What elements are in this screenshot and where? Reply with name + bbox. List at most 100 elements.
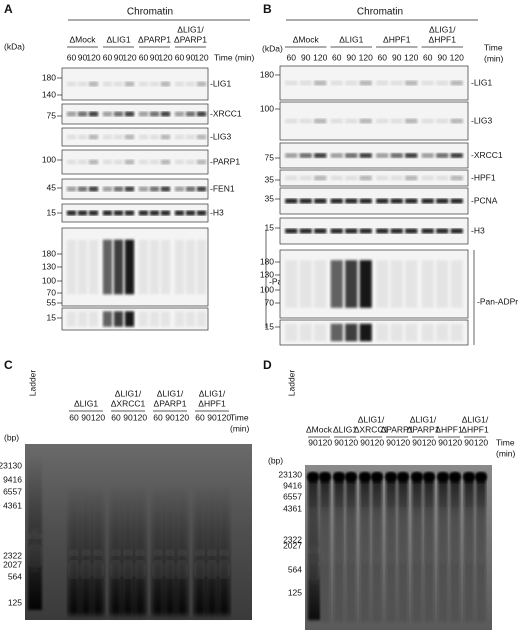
panel-letter: D [263,358,272,372]
blot-label: -H3 [471,225,485,235]
lane-time: 120 [450,52,464,62]
marker-label: 15 [47,207,57,217]
group-label: ΔPARP1 [407,424,440,434]
group-label: ΔLIG1/ [410,414,437,424]
lane-time: 60 [195,412,205,422]
band [113,239,124,295]
lane-top [371,472,383,482]
lane-time: 60 [423,52,433,62]
band [359,153,372,158]
band [149,311,160,327]
group-label: ΔMock [70,34,97,44]
lane-top [423,472,435,482]
band [77,210,88,216]
lane-time: 90 [301,52,311,62]
band [390,323,403,342]
marker-label: 100 [42,275,56,285]
band [436,323,449,342]
marker-label: 15 [265,321,275,331]
band [160,81,171,87]
band [299,323,312,342]
band [314,80,327,86]
group-label: ΔLIG1 [74,398,98,408]
band [314,175,327,181]
band [196,81,207,87]
lane-smear [194,484,206,615]
band [285,228,298,234]
marker-label: 75 [265,152,275,162]
lane-time: 60 [332,52,342,62]
group-label: ΔMock [293,34,320,44]
band [102,311,113,327]
band [330,260,343,308]
group-label: ΔXRCC1 [354,424,389,434]
band [285,260,298,308]
lane-time: 120 [474,437,488,447]
lane-smear [320,473,330,622]
band [124,311,135,327]
band [113,311,124,327]
blot-label: -LIG1 [471,77,493,87]
lane-time: 120 [370,437,384,447]
unit-label: (bp) [268,455,283,465]
band [436,260,449,308]
panel-letter: B [263,2,272,16]
group-label: ΔLIG1 [339,34,363,44]
band [174,159,185,165]
band [299,198,312,204]
lane-top [359,472,371,482]
band [174,134,185,140]
marker-label: 35 [265,174,275,184]
lane-smear [360,473,370,622]
band [174,186,185,192]
band [390,198,403,204]
band [450,118,463,124]
band [149,186,160,192]
blot [279,169,469,187]
time-label: (min) [484,53,504,63]
band [421,260,434,308]
band [421,80,434,86]
lane-time: 120 [404,52,418,62]
marker-label: 564 [288,564,302,574]
band [450,198,463,204]
band [421,175,434,181]
panel-letter: A [4,2,13,16]
blot-label: -FEN1 [210,183,235,193]
band [299,175,312,181]
lane-time: 60 [67,52,77,62]
band [160,134,171,140]
group-label: ΔLIG1/ [462,414,489,424]
band [102,81,113,87]
blot [61,127,209,147]
lane-time: 60 [175,52,185,62]
lane-time: 90 [347,52,357,62]
lane-time: 90 [438,437,448,447]
band [436,198,449,204]
marker-label: 130 [42,261,56,271]
band [66,159,77,165]
band [285,118,298,124]
band [102,111,113,117]
band [314,118,327,124]
marker-label: 2027 [283,540,302,550]
group-label: ΔPARP1 [138,34,171,44]
band [376,323,389,342]
band [405,323,418,342]
group-label: ΔPARP1 [381,424,414,434]
band [102,134,113,140]
lane-smear [334,473,344,622]
band [124,111,135,117]
lane-time: 120 [86,52,100,62]
time-label: (min) [496,448,516,458]
band [345,198,358,204]
lane-smear [122,484,134,615]
band [405,118,418,124]
lane-time: 60 [153,412,163,422]
unit-label: (bp) [4,432,19,442]
band [185,159,196,165]
marker-label: 180 [42,248,56,258]
band [138,239,149,295]
band [376,153,389,158]
band [77,311,88,327]
